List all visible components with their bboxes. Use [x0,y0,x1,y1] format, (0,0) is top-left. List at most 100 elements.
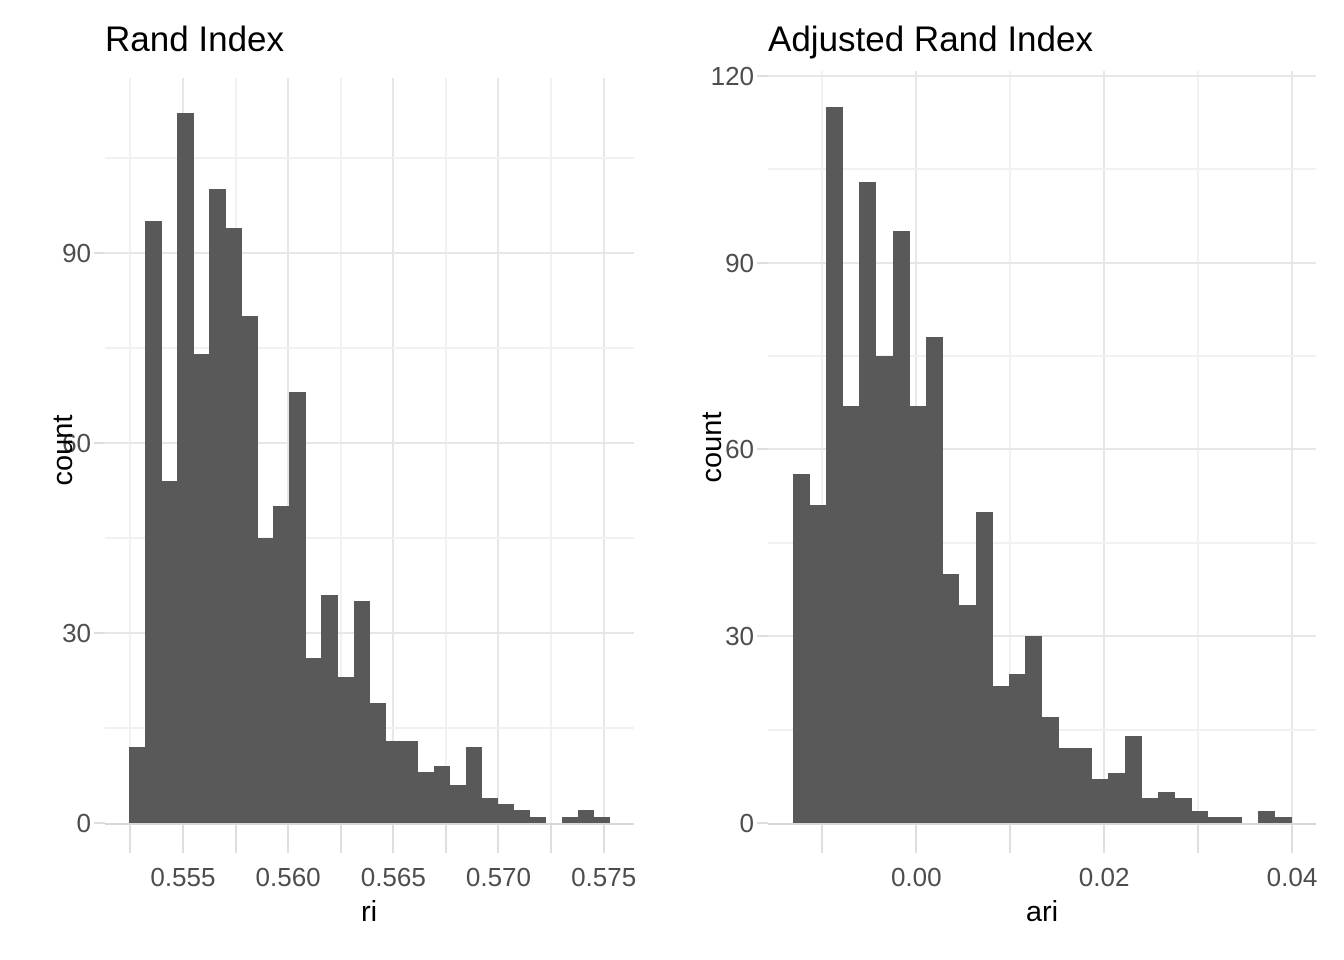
gridline-x-minor [129,78,132,823]
x-tick-mark [915,825,918,853]
gridline-x-minor [1197,71,1200,823]
x-tick-mark [287,825,290,853]
y-tick-mark [757,448,768,451]
y-tick-label: 120 [710,60,754,91]
histogram-bar [1058,748,1076,823]
histogram-bar [1224,816,1242,823]
gridline-y-major [768,74,1316,77]
gridline-x-major [287,78,290,823]
histogram-bar [1208,816,1226,823]
y-tick-mark [757,261,768,264]
gridline-y-minor [105,536,634,539]
gridline-y-minor [768,354,1316,357]
histogram-bar [513,810,531,823]
x-tick-mark [129,825,132,853]
x-tick-mark [821,825,824,853]
panel-adjusted-rand-index [768,71,1316,823]
histogram-bar [1075,748,1093,823]
x-tick-mark [1009,825,1012,853]
x-axis-title-left: ri [360,896,378,928]
histogram-bar [859,181,877,823]
x-tick-mark [339,825,342,853]
gridline-x-minor [821,71,824,823]
y-tick-label: 30 [725,621,754,652]
histogram-bar [593,816,611,823]
gridline-y-major [105,251,634,254]
x-tick-mark [550,825,553,853]
plot-title-rand-index: Rand Index [105,20,285,59]
x-axis-line [768,823,1316,825]
y-axis-title-left: count [47,414,79,486]
histogram-bar [958,605,976,823]
gridline-y-major [768,448,1316,451]
x-axis-title-right: ari [1025,896,1059,928]
x-tick-label: 0.575 [571,862,637,892]
histogram-bar [241,316,258,823]
y-tick-mark [94,631,105,634]
gridline-x-major [1290,71,1293,823]
histogram-bar [1042,717,1060,823]
histogram-bar [385,740,403,823]
x-axis-line [105,823,634,825]
x-tick-label: 0.04 [1266,862,1318,892]
histogram-bar [1125,735,1143,823]
y-tick-mark [757,822,768,824]
y-tick-mark [94,441,105,444]
histogram-bar [809,505,827,823]
x-tick-mark [234,825,237,853]
histogram-bar [497,803,515,823]
histogram-bar [417,772,435,823]
histogram-bar [1008,673,1026,823]
histogram-bar [337,677,354,823]
histogram-bar [401,740,419,823]
gridline-x-major [1103,71,1106,823]
y-tick-mark [94,822,105,824]
histogram-bar [161,480,178,823]
gridline-x-major [602,78,605,823]
y-tick-mark [757,74,768,77]
histogram-bar [369,702,386,823]
x-tick-mark [1197,825,1200,853]
histogram-bar [925,337,943,823]
histogram-bar [257,537,274,823]
gridline-x-minor [1009,71,1012,823]
y-tick-label: 60 [725,434,754,465]
x-tick-mark [602,825,605,853]
histogram-bar [909,405,927,823]
histogram-bar [975,511,993,823]
histogram-bar [321,594,338,823]
y-axis-title-right: count [696,411,728,483]
gridline-y-minor [105,346,634,349]
gridline-y-major [105,441,634,444]
panel-rand-index [105,78,634,823]
histogram-bar [177,113,194,823]
histogram-bar [1158,791,1176,823]
histogram-bar [577,810,595,823]
x-tick-label: 0.555 [150,862,216,892]
histogram-bar [465,746,483,823]
histogram-bar [193,354,210,823]
histogram-bar [449,784,467,823]
x-tick-mark [444,825,447,853]
gridline-y-minor [768,541,1316,544]
x-tick-mark [1290,825,1293,853]
x-tick-label: 0.560 [255,862,321,892]
histogram-bar [305,658,322,823]
x-tick-label: 0.00 [890,862,942,892]
y-tick-label: 60 [62,427,91,458]
histogram-bar [942,573,960,823]
histogram-bar [1108,773,1126,823]
histogram-bar [145,221,162,823]
histogram-bar [1191,810,1209,823]
histogram-bar [1174,798,1192,823]
histogram-bar [1025,636,1043,823]
gridline-x-minor [339,78,342,823]
histogram-bar [992,685,1010,823]
histogram-bar [875,355,893,823]
histogram-bar [892,231,910,823]
histogram-bar [209,189,226,823]
x-tick-mark [497,825,500,853]
histogram-bar [289,392,306,823]
histogram-bar [1141,798,1159,823]
histogram-bar [353,601,370,823]
